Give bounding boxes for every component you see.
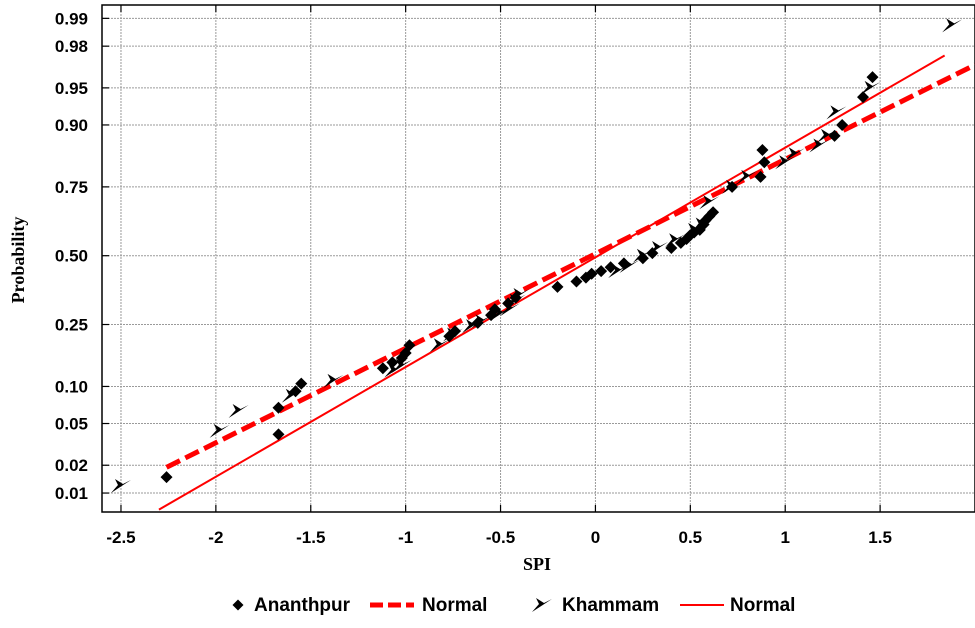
ananthpur-point (272, 401, 285, 414)
ananthpur-point (585, 267, 598, 280)
khammam-point (619, 258, 640, 273)
x-tick-label: 0 (591, 528, 600, 547)
legend-label-normal-dashed: Normal (422, 595, 487, 616)
khammam-point (648, 241, 669, 256)
x-tick-label: -2.5 (106, 528, 135, 547)
legend-marker-khammam (532, 598, 552, 612)
normal-fit-line-solid (158, 54, 946, 511)
y-tick-label: 0.02 (55, 456, 88, 475)
ananthpur-point (836, 118, 849, 131)
khammam-point (699, 195, 720, 210)
y-axis-title: Probability (8, 217, 28, 304)
x-tick-label: 0.5 (679, 528, 703, 547)
y-tick-label: 0.99 (55, 9, 88, 28)
x-tick-label: -2 (208, 528, 223, 547)
ananthpur-point (403, 339, 416, 352)
khammam-point (942, 18, 963, 33)
y-tick-labels: 0.01 0.02 0.05 0.10 0.25 0.50 0.75 0.90 0.95 0.98… (55, 9, 88, 503)
normal-fit-line-dashed (165, 62, 975, 470)
khammam-point (110, 478, 131, 493)
legend-label-ananthpur: Ananthpur (254, 595, 351, 616)
x-tick-label: 1 (780, 528, 789, 547)
ananthpur-point (866, 71, 879, 84)
fit-lines (158, 54, 975, 511)
x-tick-label: -1.5 (296, 528, 325, 547)
legend: Ananthpur Normal Khammam Normal (232, 595, 795, 616)
data-points (110, 18, 963, 493)
khammam-point (281, 388, 302, 403)
y-tick-label: 0.98 (55, 37, 88, 56)
khammam-point (500, 302, 521, 317)
ananthpur-point (756, 143, 769, 156)
axis-ticks (102, 5, 881, 512)
khammam-point (509, 288, 530, 303)
ananthpur-point (604, 261, 617, 274)
khammam-point (429, 338, 450, 353)
ananthpur-point (160, 471, 173, 484)
khammam-point (691, 217, 712, 232)
khammam-point (209, 423, 230, 438)
y-tick-label: 0.10 (55, 377, 88, 396)
y-tick-label: 0.05 (55, 415, 88, 434)
ananthpur-point (754, 170, 767, 183)
khammam-point (809, 138, 830, 153)
khammam-point (826, 105, 847, 120)
y-tick-label: 0.25 (55, 316, 88, 335)
legend-label-khammam: Khammam (562, 595, 659, 616)
ananthpur-point (758, 156, 771, 169)
plot-frame (101, 4, 975, 513)
khammam-point (608, 264, 629, 279)
y-tick-label: 0.95 (55, 79, 88, 98)
legend-marker-ananthpur (232, 599, 244, 611)
y-tick-label: 0.90 (55, 116, 88, 135)
legend-label-normal-solid: Normal (730, 595, 795, 616)
y-tick-label: 0.01 (55, 484, 88, 503)
khammam-point (775, 155, 796, 170)
khammam-point (471, 314, 492, 329)
khammam-point (228, 403, 249, 418)
khammam-point (505, 293, 526, 308)
x-tick-label: -0.5 (486, 528, 515, 547)
khammam-point (784, 147, 805, 162)
ananthpur-point (570, 275, 583, 288)
khammam-point (665, 233, 686, 248)
ananthpur-point (595, 265, 608, 278)
ananthpur-point (636, 252, 649, 265)
y-tick-label: 0.50 (55, 247, 88, 266)
khammam-point (443, 327, 464, 342)
ananthpur-point (707, 206, 720, 219)
khammam-point (816, 128, 837, 143)
x-tick-label: -1 (398, 528, 413, 547)
khammam-point (860, 80, 881, 95)
khammam-point (391, 358, 412, 373)
khammam-point (737, 169, 758, 184)
ananthpur-point (551, 280, 564, 293)
x-tick-label: 1.5 (868, 528, 892, 547)
y-tick-label: 0.75 (55, 178, 88, 197)
ananthpur-point (272, 428, 285, 441)
khammam-point (323, 373, 344, 388)
x-axis-title: SPI (523, 554, 551, 574)
khammam-point (722, 179, 743, 194)
ananthpur-point (295, 377, 308, 390)
grid-lines (102, 5, 975, 512)
ananthpur-point (857, 91, 870, 104)
ananthpur-point (376, 362, 389, 375)
x-tick-labels: -2.5 -2 -1.5 -1 -0.5 0 0.5 1 1.5 (106, 528, 892, 547)
khammam-point (632, 248, 653, 263)
